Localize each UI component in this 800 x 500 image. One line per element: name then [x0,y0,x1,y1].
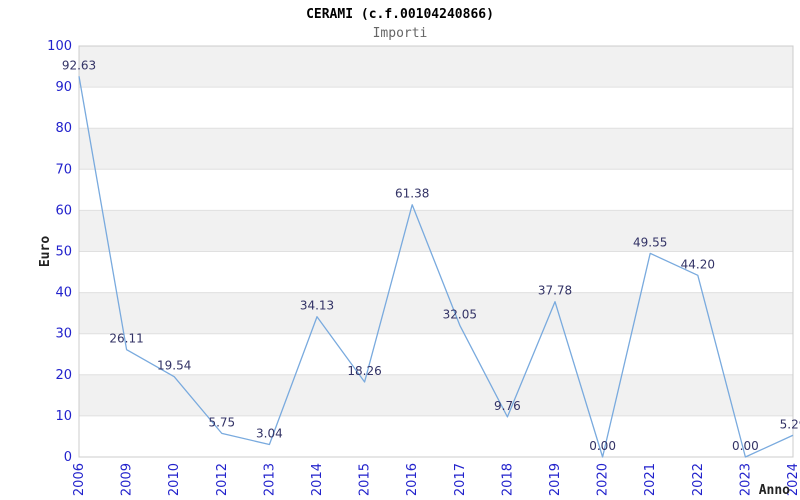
data-point-label: 34.13 [300,299,334,313]
x-tick-label: 2019 [548,463,563,496]
x-tick-label: 2013 [262,463,277,496]
y-tick-label: 30 [55,327,72,342]
x-tick-label: 2012 [215,463,230,496]
x-tick-label: 2014 [310,463,325,496]
data-series-line [78,76,794,458]
plot-band [79,292,793,334]
x-tick-label: 2021 [643,463,658,496]
x-tick-label: 2022 [691,463,706,496]
x-tick-label: 2024 [786,463,800,496]
data-point-label: 61.38 [395,187,429,201]
plot-band [79,374,793,416]
data-point-label: 37.78 [538,284,572,298]
x-axis-label: Anno [759,483,790,498]
x-tick-label: 2006 [72,463,87,496]
y-tick-label: 20 [55,368,72,383]
data-point-label: 5.29 [780,417,800,431]
chart-title: CERAMI (c.f.00104240866) [306,7,494,22]
data-point-label: 49.55 [633,235,667,249]
y-tick-label: 40 [55,286,72,301]
data-point-label: 3.04 [256,427,283,441]
data-point-label: 26.11 [109,332,143,346]
y-tick-label: 60 [55,203,72,218]
x-tick-label: 2010 [167,463,182,496]
chart-subtitle: Importi [372,26,428,41]
plot-band [79,46,793,88]
data-point-label: 9.76 [494,399,521,413]
data-point-label: 92.63 [62,58,96,72]
data-point-label: 5.75 [208,415,235,429]
x-tick-label: 2016 [405,463,420,496]
x-tick-label: 2023 [738,463,753,496]
plot-band [79,128,793,170]
plot-border [78,45,794,458]
y-tick-label: 80 [55,121,72,136]
data-point-label: 44.20 [681,257,715,271]
y-tick-label: 100 [47,39,72,54]
x-tick-label: 2017 [453,463,468,496]
data-point-label: 0.00 [732,439,759,453]
x-tick-label: 2015 [358,463,373,496]
y-axis-label: Euro [38,236,53,267]
y-tick-label: 50 [55,245,72,260]
x-tick-label: 2020 [596,463,611,496]
data-point-label: 19.54 [157,359,191,373]
x-tick-label: 2018 [500,463,515,496]
y-tick-label: 70 [55,162,72,177]
data-point-label: 0.00 [589,439,616,453]
x-tick-label: 2009 [120,463,135,496]
data-point-label: 32.05 [443,307,477,321]
y-tick-label: 10 [55,409,72,424]
y-tick-label: 90 [55,80,72,95]
data-point-label: 18.26 [347,364,381,378]
y-tick-label: 0 [64,450,72,465]
plot-band [79,210,793,252]
